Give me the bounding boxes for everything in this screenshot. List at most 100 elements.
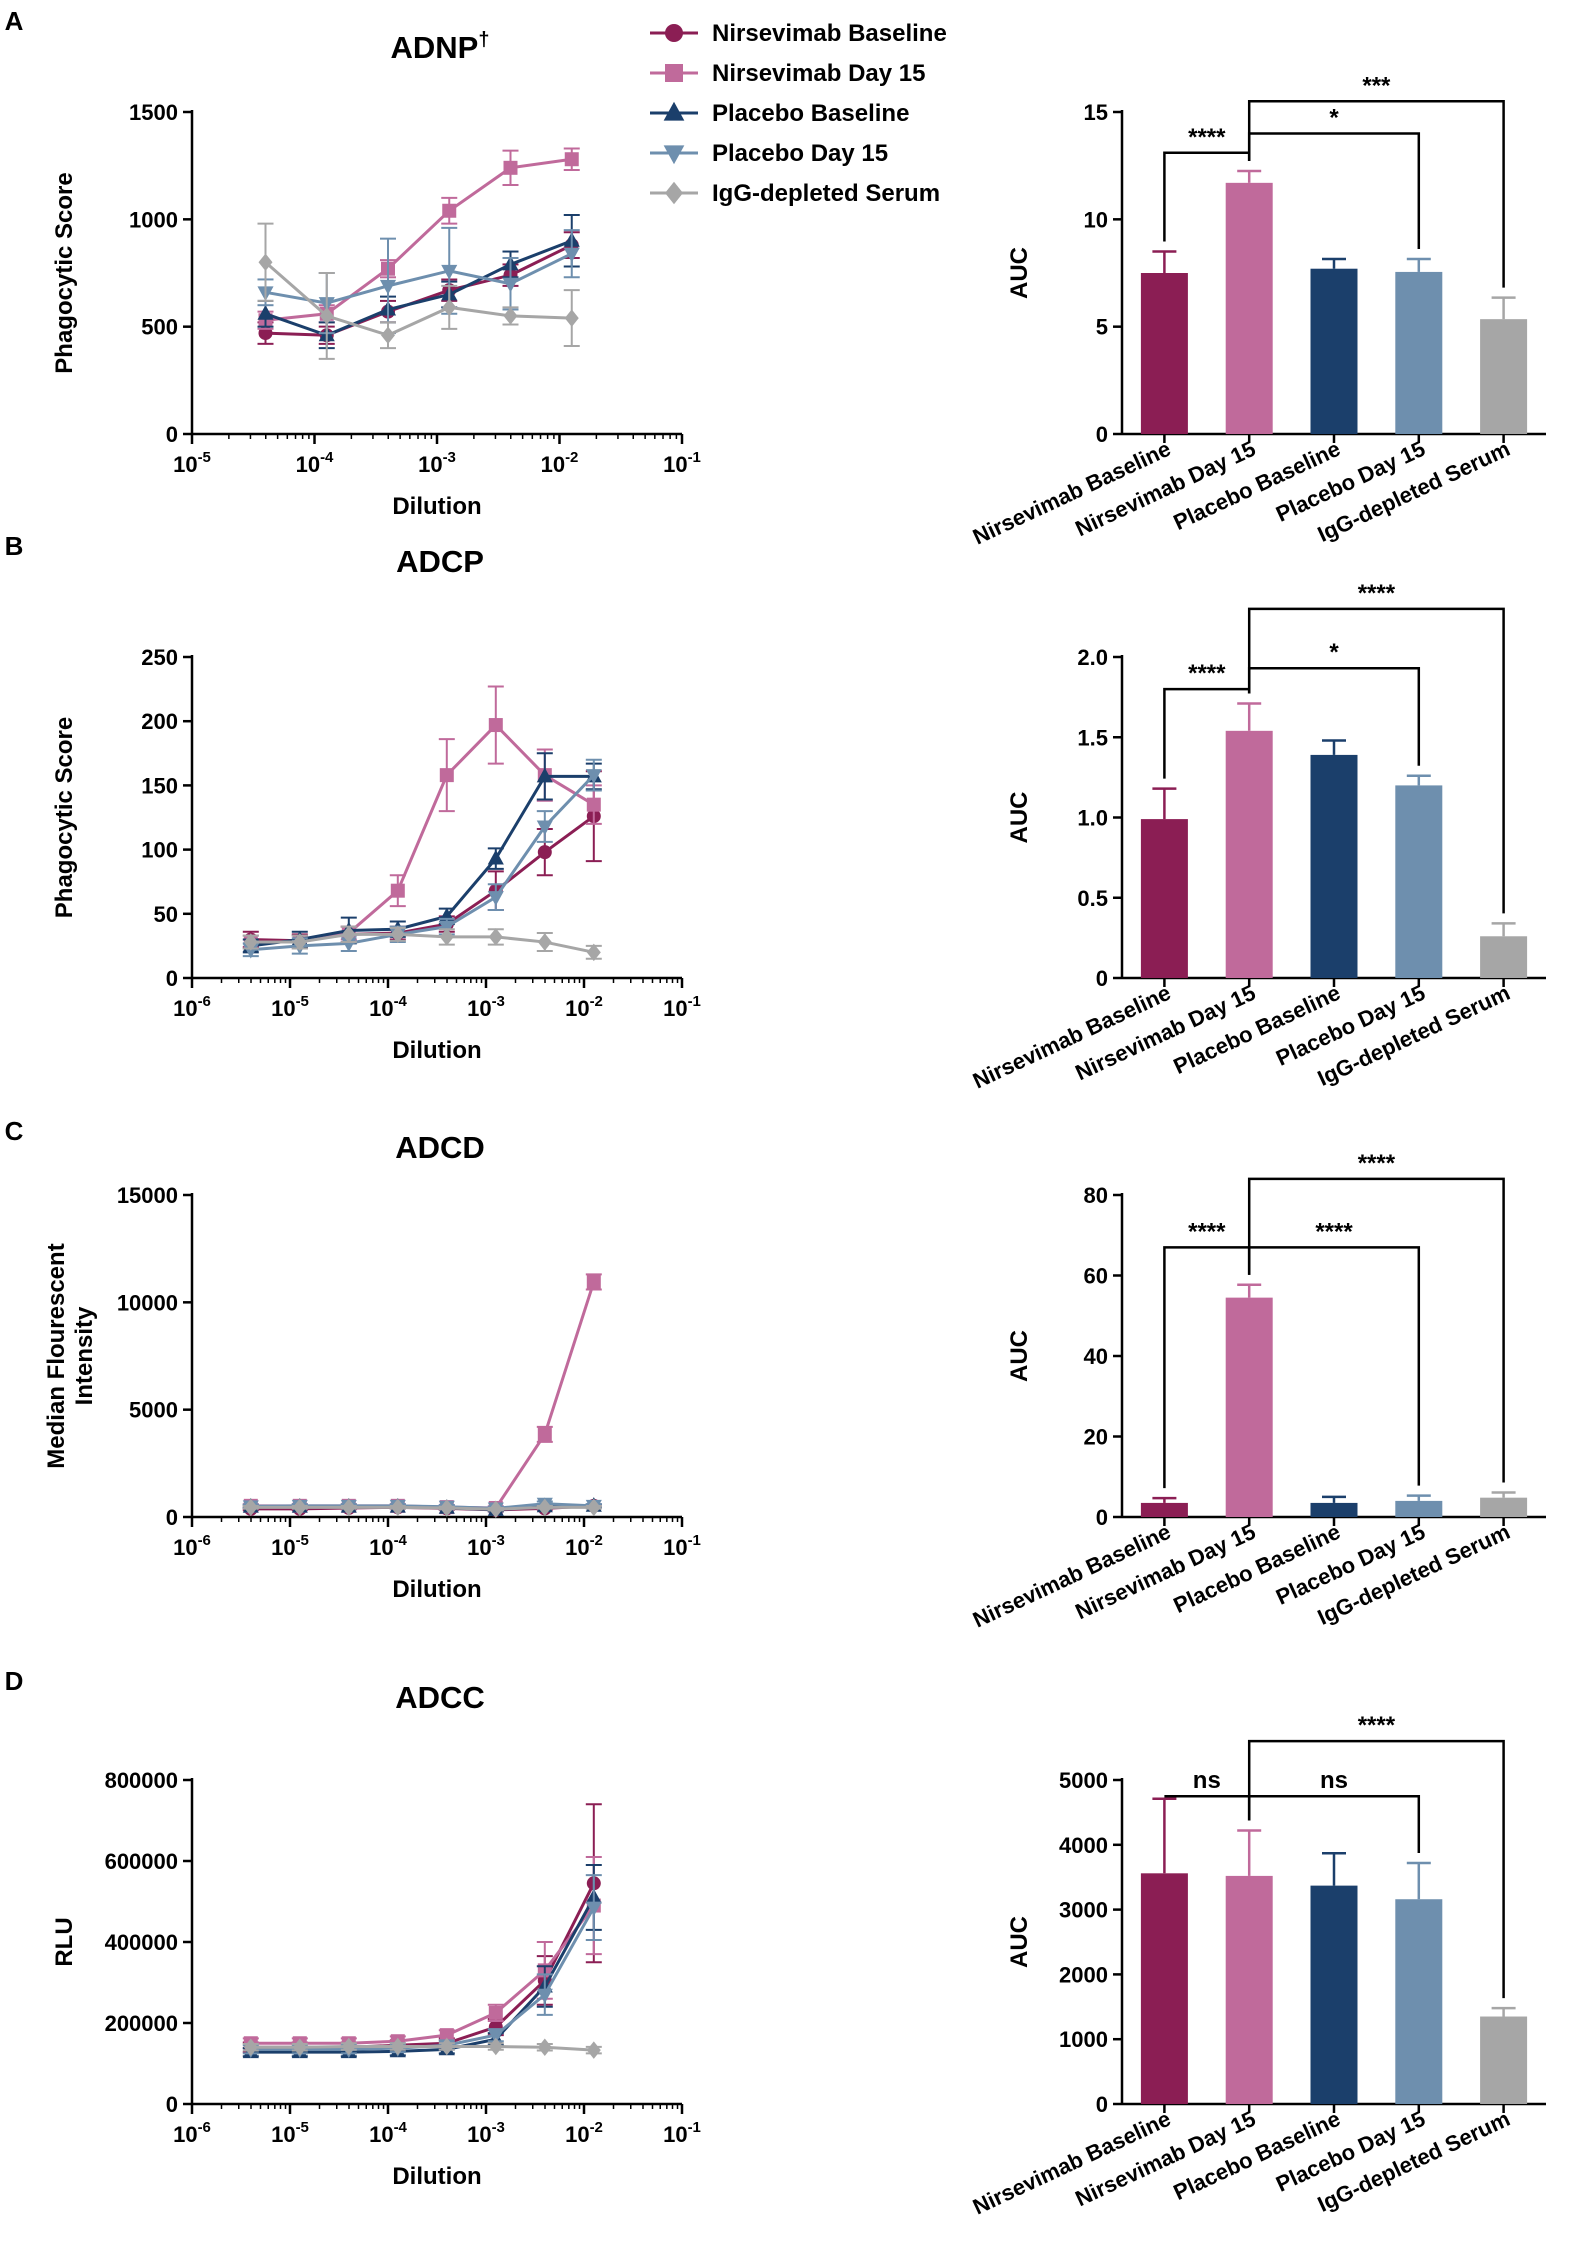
series-line xyxy=(250,1896,596,2054)
data-point xyxy=(503,307,518,325)
x-tick-label: 10-5 xyxy=(173,449,211,477)
bar xyxy=(1480,1497,1528,1517)
data-point xyxy=(341,1498,356,1517)
x-tick-label: 10-4 xyxy=(369,1532,407,1560)
line-chart-C: ADCD 0 5000 10000 15000 10-6 10-5 10-4 10-3 10-2 1… xyxy=(43,1130,701,1603)
data-point xyxy=(341,2037,356,2056)
x-tick-label: 10-4 xyxy=(369,993,407,1021)
y-tick-label: 20 xyxy=(1084,1425,1108,1450)
data-point xyxy=(243,933,258,951)
legend-item: Placebo Day 15 xyxy=(650,140,888,167)
data-point xyxy=(585,1901,602,1917)
data-point xyxy=(536,820,553,836)
data-point xyxy=(390,1498,405,1517)
legend-marker-triangle-down xyxy=(663,145,685,165)
x-tick-exponent: -3 xyxy=(443,449,456,466)
y-tick-label: 0.5 xyxy=(1077,886,1108,911)
series-line xyxy=(265,157,572,322)
x-axis-label: Dilution xyxy=(392,493,481,520)
legend-item: Placebo Baseline xyxy=(650,100,909,127)
data-point xyxy=(292,1498,307,1517)
y-axis-label: AUC xyxy=(1006,1330,1033,1382)
y-tick-label: 80 xyxy=(1084,1183,1108,1208)
data-point xyxy=(439,2037,454,2056)
x-tick-label: 10-6 xyxy=(173,1532,211,1560)
legend-label: Placebo Baseline xyxy=(712,100,909,127)
data-point xyxy=(564,309,579,327)
x-axis-label: Dilution xyxy=(392,2163,481,2190)
x-tick-exponent: -2 xyxy=(590,2119,603,2136)
data-point xyxy=(487,849,504,865)
y-tick-label: 5000 xyxy=(1059,1768,1108,1793)
y-tick-label: 1.0 xyxy=(1077,806,1108,831)
y-axis-label: AUC xyxy=(1006,247,1033,299)
y-tick-label: 200000 xyxy=(105,2011,178,2036)
x-tick-label: 10-6 xyxy=(173,993,211,1021)
data-point xyxy=(563,247,580,263)
y-tick-label: 60 xyxy=(1084,1264,1108,1289)
data-point xyxy=(488,2037,503,2056)
data-point xyxy=(390,883,405,898)
bar xyxy=(1225,182,1273,434)
y-tick-label: 0 xyxy=(1096,966,1108,991)
legend-item: IgG-depleted Serum xyxy=(650,180,940,207)
y-tick-label: 15000 xyxy=(117,1183,178,1208)
data-point xyxy=(243,1498,258,1517)
x-tick-exponent: -4 xyxy=(394,993,408,1010)
data-point xyxy=(390,925,405,944)
significance-bracket: **** xyxy=(1247,1150,1505,1483)
chart-title: ADCD xyxy=(395,1130,485,1165)
significance-label: *** xyxy=(1362,72,1391,99)
data-point xyxy=(292,933,307,951)
bar xyxy=(1395,271,1443,434)
x-tick-exponent: -1 xyxy=(688,1532,701,1549)
data-point xyxy=(503,160,518,175)
series-placebo-baseline xyxy=(242,1864,602,2059)
bar xyxy=(1140,1502,1188,1517)
bracket-line xyxy=(1247,1739,1505,1999)
significance-bracket: ns xyxy=(1247,1767,1421,1853)
chart-title-superscript: † xyxy=(478,29,489,51)
y-tick-label: 50 xyxy=(154,902,178,927)
data-point xyxy=(442,298,457,317)
legend-label: Placebo Day 15 xyxy=(712,140,888,167)
series-line xyxy=(250,774,594,948)
data-point xyxy=(487,891,504,906)
x-tick-label: 10-3 xyxy=(418,449,456,477)
y-tick-label: 3000 xyxy=(1059,1898,1108,1923)
legend-label: Nirsevimab Baseline xyxy=(712,20,947,47)
line-chart-D: ADCC 0 200000 400000 600000 800000 10-6 10-5 10-… xyxy=(51,1680,701,2190)
data-point xyxy=(536,1988,553,2004)
legend-marker-square xyxy=(665,64,683,82)
x-tick-label: 10-3 xyxy=(467,2119,505,2147)
line-chart-A: ADNP† 0 500 1000 1500 10-5 10-4 10-3 10-2 10-1 Dil… xyxy=(51,29,701,520)
bracket-line xyxy=(1247,132,1421,250)
y-tick-label: 800000 xyxy=(105,1768,178,1793)
data-point xyxy=(586,1274,601,1289)
line-chart-B: ADCP 0 50 100 150 200 250 10-6 10-5 10-4 10-3 10-2 1… xyxy=(51,544,701,1064)
x-tick-label: 10-5 xyxy=(271,2119,309,2147)
significance-label: **** xyxy=(1188,124,1226,151)
series-line xyxy=(250,1281,596,1510)
x-tick-label: 10-5 xyxy=(271,993,309,1021)
data-point xyxy=(439,768,454,783)
x-tick-exponent: -3 xyxy=(492,1532,505,1549)
significance-label: ns xyxy=(1320,1767,1348,1794)
significance-bracket: **** xyxy=(1247,1712,1505,1999)
panel-letter-C: C xyxy=(5,1116,24,1146)
bar xyxy=(1225,1875,1273,2104)
y-tick-label: 1000 xyxy=(129,207,178,232)
data-point xyxy=(257,305,274,320)
x-tick-exponent: -5 xyxy=(296,2119,309,2136)
significance-bracket: **** xyxy=(1247,1218,1421,1486)
y-tick-label: 500 xyxy=(141,315,178,340)
significance-label: **** xyxy=(1315,1218,1353,1245)
significance-label: ns xyxy=(1193,1767,1221,1794)
x-tick-label: 10-2 xyxy=(565,993,603,1021)
data-point xyxy=(439,2028,454,2043)
bracket-line xyxy=(1247,100,1505,288)
bar xyxy=(1480,319,1528,434)
data-point xyxy=(341,925,356,944)
